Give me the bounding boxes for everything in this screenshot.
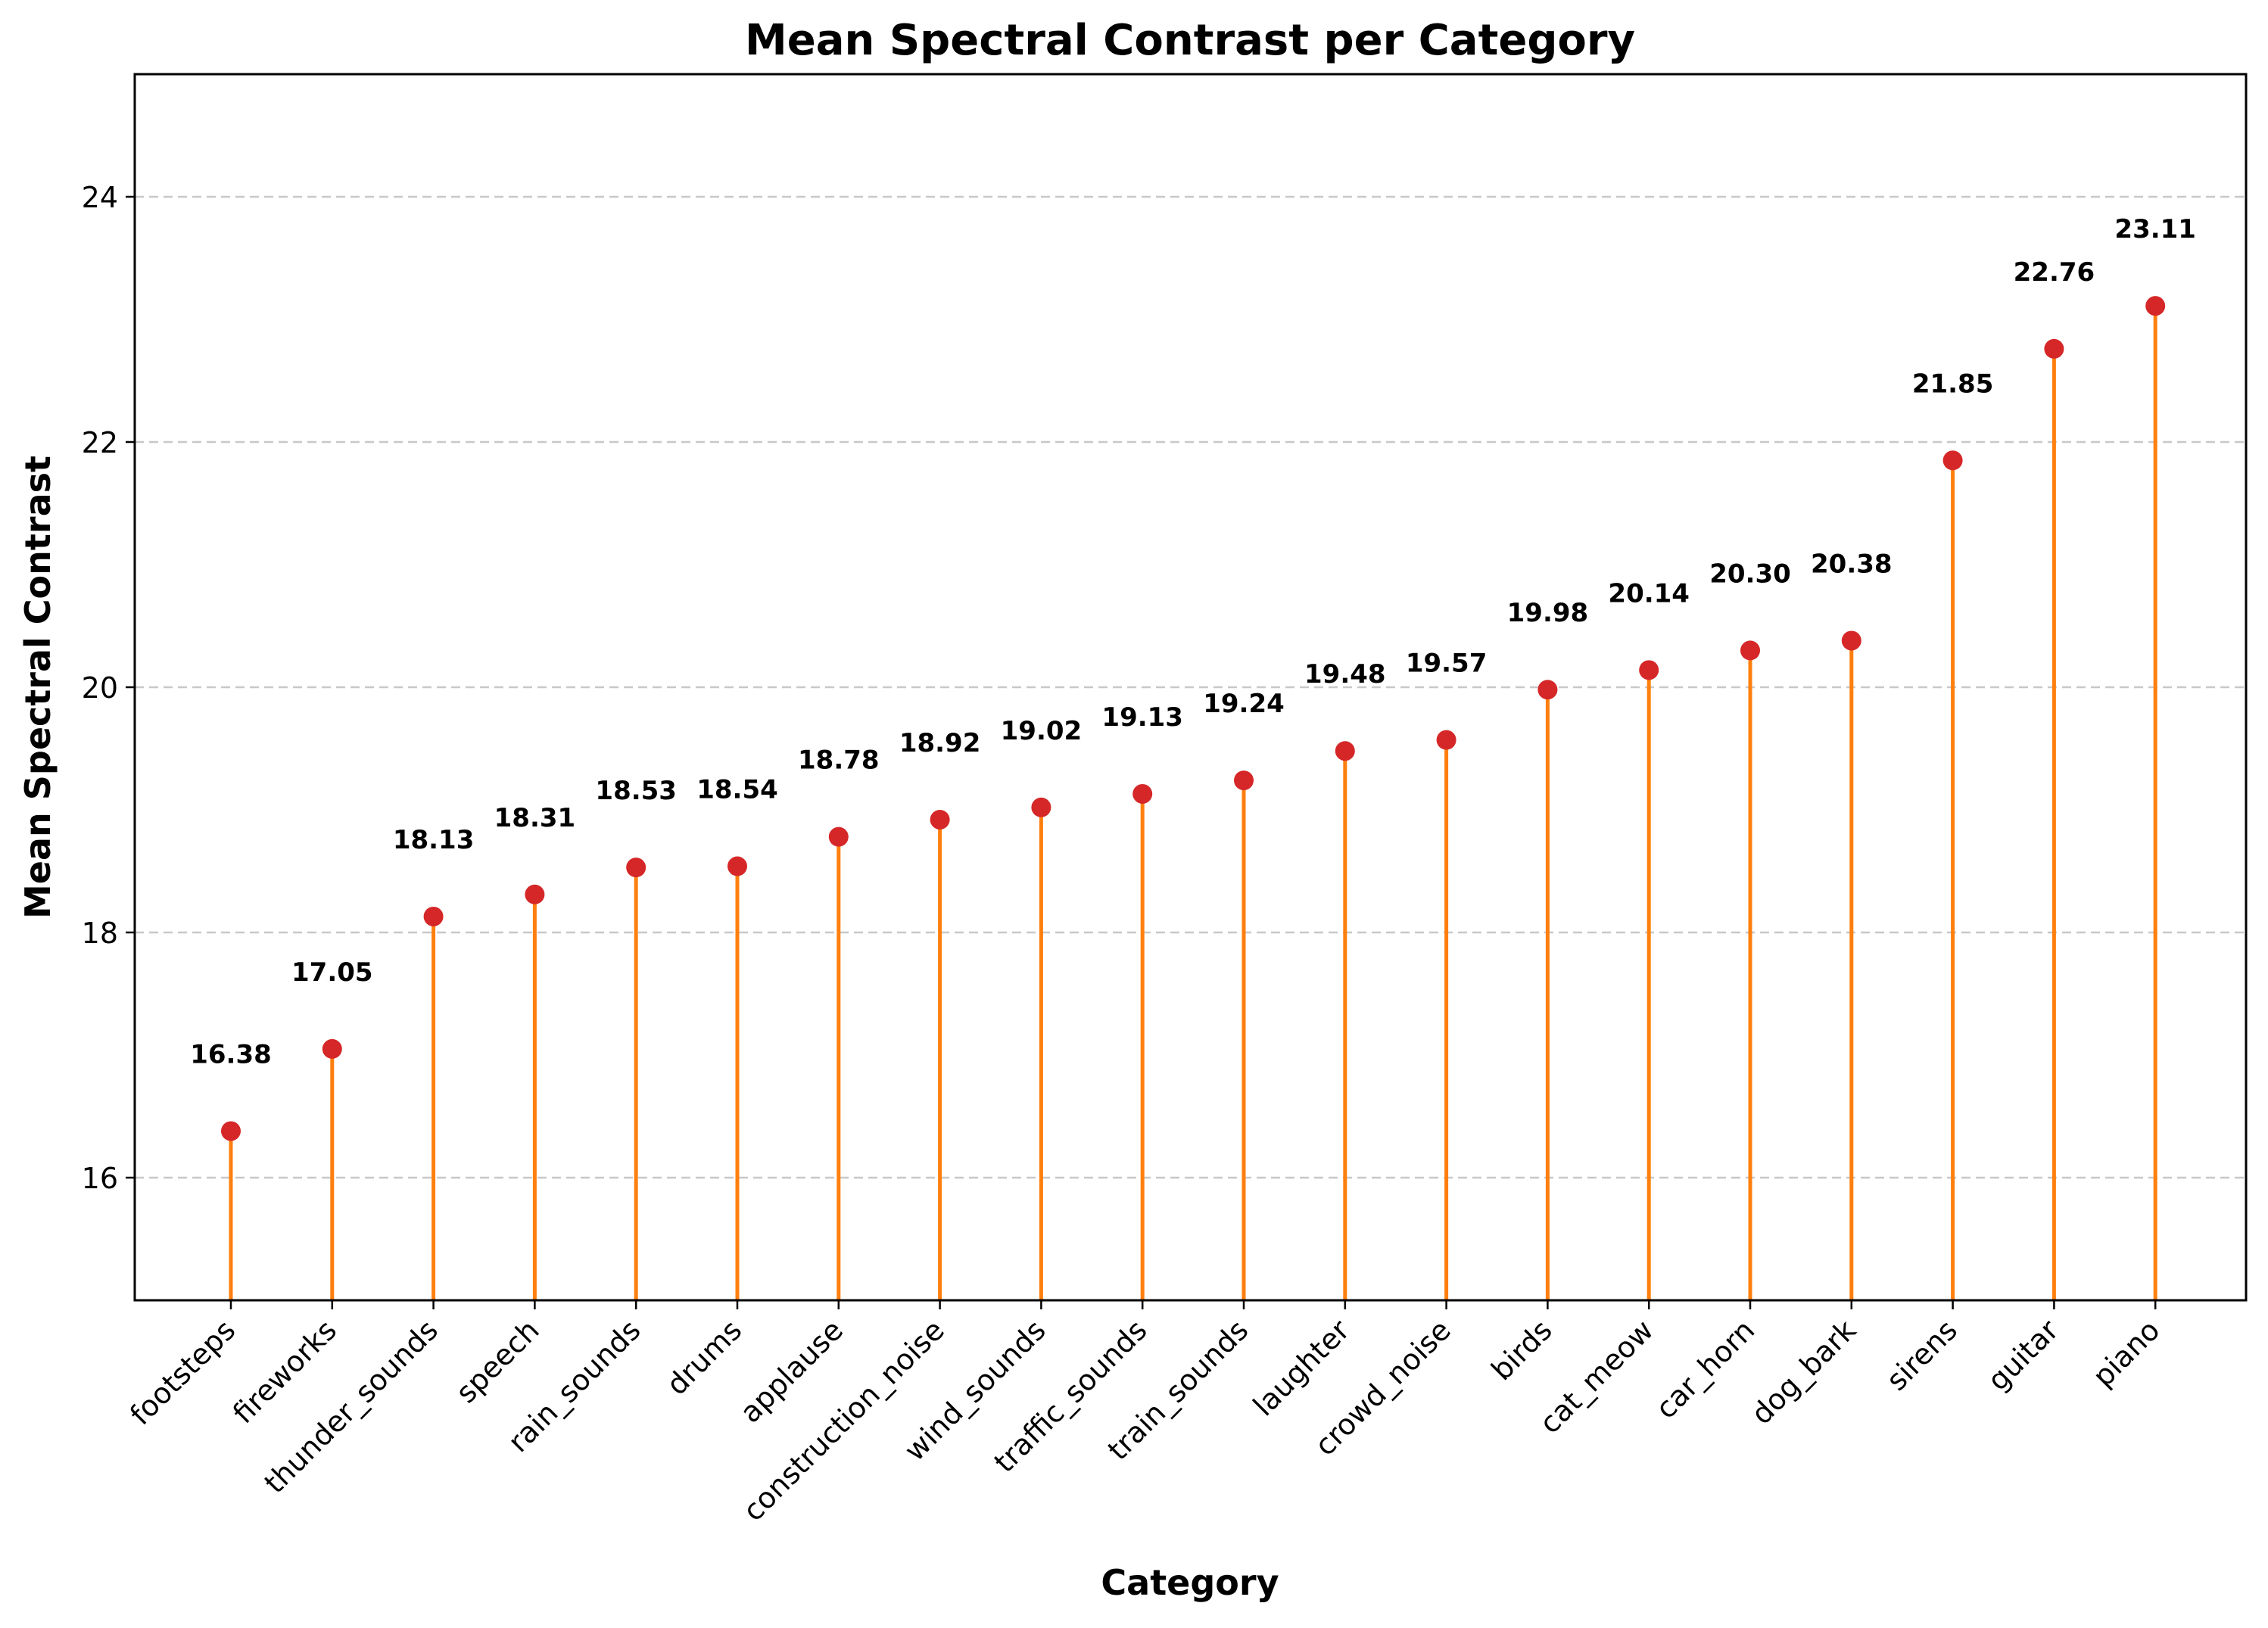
marker xyxy=(626,858,646,878)
x-axis-label: Category xyxy=(1101,1562,1279,1603)
data-label: 21.85 xyxy=(1912,369,1994,399)
marker xyxy=(322,1038,342,1059)
data-label: 19.98 xyxy=(1507,598,1589,628)
y-axis-ticks: 16 18 20 22 24 xyxy=(82,181,135,1195)
data-label: 18.78 xyxy=(798,746,880,776)
marker xyxy=(2145,296,2166,316)
marker xyxy=(828,826,849,847)
marker xyxy=(1841,630,1861,651)
x-tick-label: birds xyxy=(1484,1313,1558,1387)
data-label: 17.05 xyxy=(291,957,373,988)
x-tick-label: car_horn xyxy=(1649,1313,1761,1425)
marker xyxy=(930,809,950,830)
plot-area-frame xyxy=(133,73,2248,1302)
x-tick-label: footsteps xyxy=(123,1313,241,1431)
y-tick-label: 18 xyxy=(82,917,118,950)
y-tick-label: 24 xyxy=(82,181,118,214)
x-tick-label: sirens xyxy=(1880,1313,1964,1397)
data-label: 20.14 xyxy=(1608,578,1690,609)
x-tick-label: laughter xyxy=(1247,1313,1357,1423)
x-tick-label: construction_noise xyxy=(737,1313,951,1527)
marker xyxy=(1031,797,1051,817)
data-label: 18.13 xyxy=(393,825,475,855)
marker xyxy=(1639,660,1659,680)
marker xyxy=(221,1121,241,1141)
y-tick-label: 22 xyxy=(82,426,118,459)
data-label: 19.13 xyxy=(1101,702,1183,733)
data-label: 19.57 xyxy=(1406,649,1488,679)
marker xyxy=(1942,450,1963,471)
marker xyxy=(1335,741,1355,761)
marker xyxy=(1740,640,1760,661)
marker xyxy=(1537,680,1558,700)
value-labels: 16.38 17.05 18.13 18.31 18.53 18.54 18.78 18.92… xyxy=(190,214,2196,1069)
x-tick-label: piano xyxy=(2086,1313,2167,1393)
marker xyxy=(423,906,444,926)
x-tick-label: drums xyxy=(660,1313,748,1401)
chart-title: Mean Spectral Contrast per Category xyxy=(745,16,1635,65)
x-tick-label: guitar xyxy=(1981,1313,2065,1397)
x-tick-label: dog_bark xyxy=(1745,1313,1862,1430)
marker xyxy=(1132,783,1153,804)
x-tick-label: thunder_sounds xyxy=(258,1313,444,1499)
data-label: 19.02 xyxy=(1001,716,1083,746)
data-label: 18.92 xyxy=(899,728,981,758)
stems xyxy=(229,306,2157,1300)
markers xyxy=(221,296,2166,1141)
marker xyxy=(1234,770,1254,791)
data-label: 18.53 xyxy=(595,776,677,806)
data-label: 18.31 xyxy=(494,803,576,833)
marker xyxy=(2044,338,2064,359)
data-label: 22.76 xyxy=(2014,257,2095,288)
data-label: 19.24 xyxy=(1203,689,1285,719)
y-tick-label: 16 xyxy=(82,1162,118,1195)
y-axis-label: Mean Spectral Contrast xyxy=(17,456,58,919)
data-label: 23.11 xyxy=(2114,214,2196,244)
x-tick-label: speech xyxy=(450,1313,546,1409)
data-label: 20.30 xyxy=(1709,559,1791,589)
marker xyxy=(1436,730,1456,750)
data-label: 18.54 xyxy=(696,775,778,805)
grid-lines xyxy=(135,195,2246,1179)
data-label: 19.48 xyxy=(1304,659,1386,689)
data-label: 16.38 xyxy=(190,1039,272,1069)
data-label: 20.38 xyxy=(1811,549,1893,579)
marker xyxy=(727,856,747,876)
y-tick-label: 20 xyxy=(82,671,118,705)
marker xyxy=(525,884,545,904)
